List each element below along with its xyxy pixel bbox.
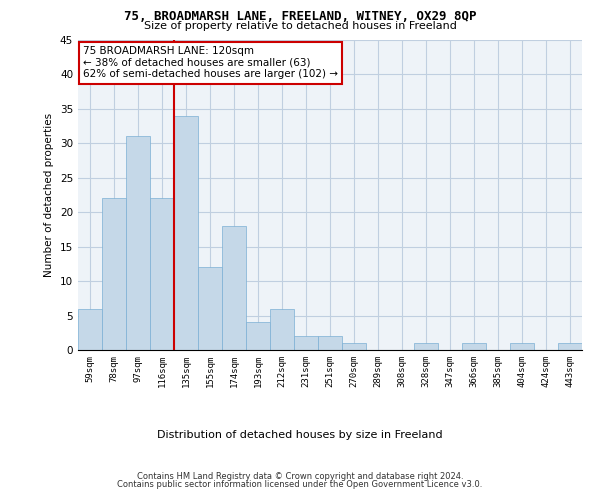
Text: Distribution of detached houses by size in Freeland: Distribution of detached houses by size … [157,430,443,440]
Text: Contains HM Land Registry data © Crown copyright and database right 2024.: Contains HM Land Registry data © Crown c… [137,472,463,481]
Bar [558,343,582,350]
Bar [102,198,126,350]
Text: 75, BROADMARSH LANE, FREELAND, WITNEY, OX29 8QP: 75, BROADMARSH LANE, FREELAND, WITNEY, O… [124,10,476,23]
Bar [294,336,318,350]
Bar [174,116,198,350]
Bar [318,336,342,350]
Bar [78,308,102,350]
Text: 75 BROADMARSH LANE: 120sqm
← 38% of detached houses are smaller (63)
62% of semi: 75 BROADMARSH LANE: 120sqm ← 38% of deta… [83,46,338,80]
Bar [510,343,534,350]
Y-axis label: Number of detached properties: Number of detached properties [44,113,55,277]
Bar [126,136,150,350]
Text: Contains public sector information licensed under the Open Government Licence v3: Contains public sector information licen… [118,480,482,489]
Bar [198,268,222,350]
Bar [462,343,486,350]
Text: Size of property relative to detached houses in Freeland: Size of property relative to detached ho… [143,21,457,31]
Bar [222,226,246,350]
Bar [414,343,438,350]
Bar [270,308,294,350]
Bar [342,343,366,350]
Bar [246,322,270,350]
Bar [150,198,174,350]
